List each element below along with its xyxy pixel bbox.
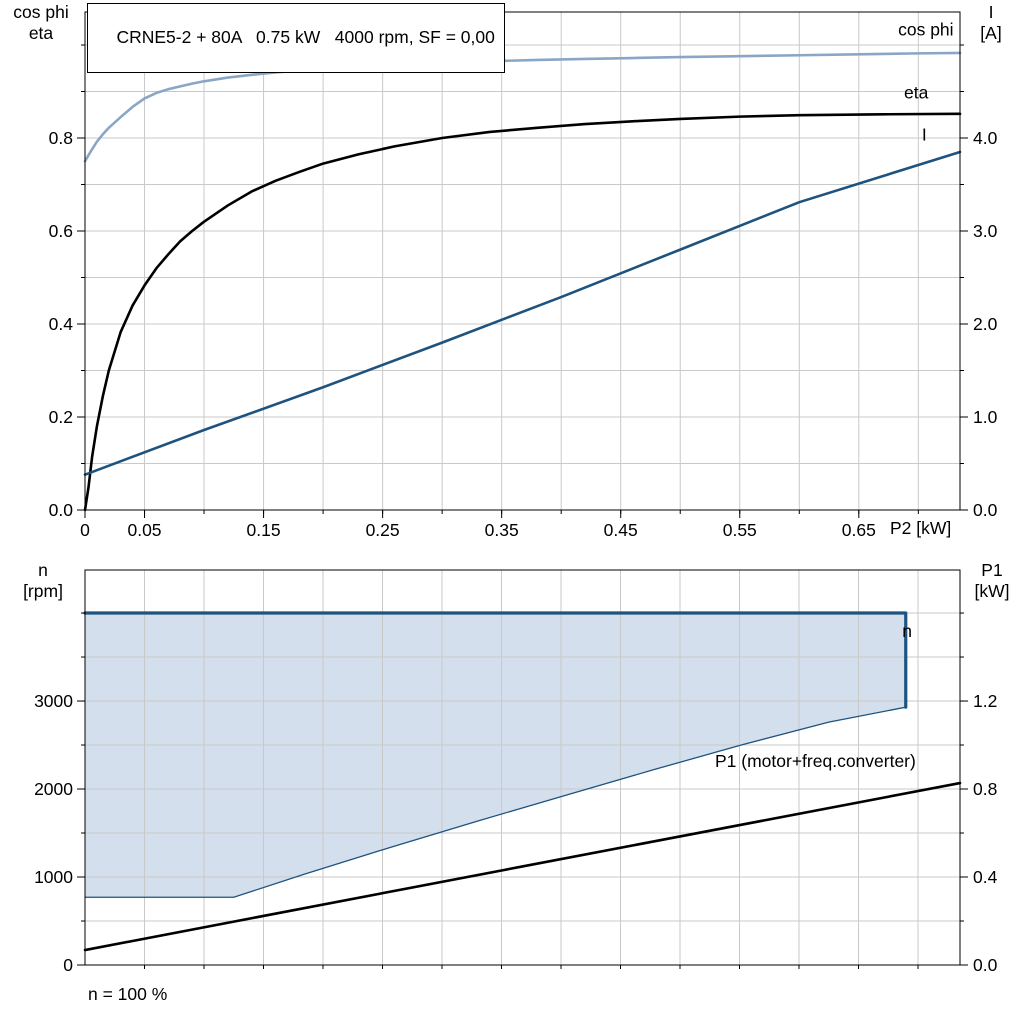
chart-title-box: CRNE5-2 + 80A 0.75 kW 4000 rpm, SF = 0,0… <box>87 3 505 73</box>
top-right-axis-label: I [A] <box>962 2 1020 44</box>
footnote-n-100-percent: n = 100 % <box>88 984 168 1004</box>
bottom-left-axis-label: n [rpm] <box>8 560 78 602</box>
curve-label-n: n <box>902 621 912 641</box>
x-tick-label: 0.25 <box>366 520 400 540</box>
y-left-tick-label: 0.2 <box>49 407 73 427</box>
series-curve-i <box>83 150 962 476</box>
x-axis-label-p2: P2 [kW] <box>890 518 952 538</box>
x-tick-label: 0.15 <box>247 520 281 540</box>
curve-label-i: I <box>922 124 927 144</box>
y-right-tick-label: 0.0 <box>973 955 998 975</box>
bottom-right-axis-label: P1 [kW] <box>963 560 1021 602</box>
curve-label-cos-phi: cos phi <box>898 20 953 40</box>
x-tick-label: 0 <box>80 520 90 540</box>
left-axis-label-eta: eta <box>28 23 54 43</box>
right-axis-label-power: P1 <box>981 560 1003 580</box>
right-axis-label-current: I <box>988 2 994 22</box>
y-right-tick-label: 1.2 <box>973 691 997 711</box>
y-left-tick-label: 0.0 <box>49 500 74 520</box>
region-outline-speed-operating-range <box>85 706 906 898</box>
chart-motor-performance: 0 0.05 0.15 0.25 0.35 0.45 0.55 0.65 0.0 0.2 0.4 0.… <box>49 11 998 540</box>
series-curve-eta <box>83 112 962 512</box>
left-axis-label-speed-unit: [rpm] <box>23 581 63 601</box>
series-curve-n <box>83 611 908 709</box>
y-left-tick-label: 0.6 <box>49 221 73 241</box>
curve-label-eta: eta <box>904 82 929 102</box>
right-axis-label-power-unit: [kW] <box>974 581 1010 601</box>
y-left-tick-label: 3000 <box>34 691 73 711</box>
x-tick-label: 0.65 <box>842 520 876 540</box>
series-curve-p1-motor-freq-converter- <box>83 781 962 952</box>
top-left-axis-label: cos phi eta <box>0 2 82 44</box>
chart-speed-and-power: 0 1000 2000 3000 0.0 0.4 0.8 1.2 n P1 (motor+freq… <box>34 569 998 975</box>
left-axis-label-speed: n <box>38 560 48 580</box>
y-left-tick-label: 0 <box>63 955 73 975</box>
chart-title: CRNE5-2 + 80A 0.75 kW 4000 rpm, SF = 0,0… <box>116 27 495 47</box>
y-right-tick-label: 0.4 <box>973 867 998 887</box>
x-tick-label: 0.45 <box>604 520 638 540</box>
y-right-tick-label: 0.8 <box>973 779 997 799</box>
y-right-tick-label: 2.0 <box>973 314 998 334</box>
y-left-tick-label: 0.8 <box>49 128 73 148</box>
left-axis-label-cos-phi: cos phi <box>13 2 69 22</box>
x-tick-label: 0.35 <box>485 520 519 540</box>
plot-border <box>84 569 961 966</box>
y-left-tick-label: 0.4 <box>49 314 74 334</box>
right-axis-label-current-unit: [A] <box>980 23 1002 43</box>
y-right-tick-label: 1.0 <box>973 407 998 427</box>
y-right-tick-label: 0.0 <box>973 500 998 520</box>
y-right-tick-label: 4.0 <box>973 128 998 148</box>
y-left-tick-label: 1000 <box>34 867 73 887</box>
curve-label-p1-motor-freq-converter-: P1 (motor+freq.converter) <box>715 751 916 771</box>
y-left-tick-label: 2000 <box>34 779 73 799</box>
x-tick-label: 0.05 <box>127 520 161 540</box>
y-right-tick-label: 3.0 <box>973 221 998 241</box>
x-tick-label: 0.55 <box>723 520 757 540</box>
region-fill-speed-operating-range <box>85 613 906 898</box>
plot-border <box>84 11 961 511</box>
